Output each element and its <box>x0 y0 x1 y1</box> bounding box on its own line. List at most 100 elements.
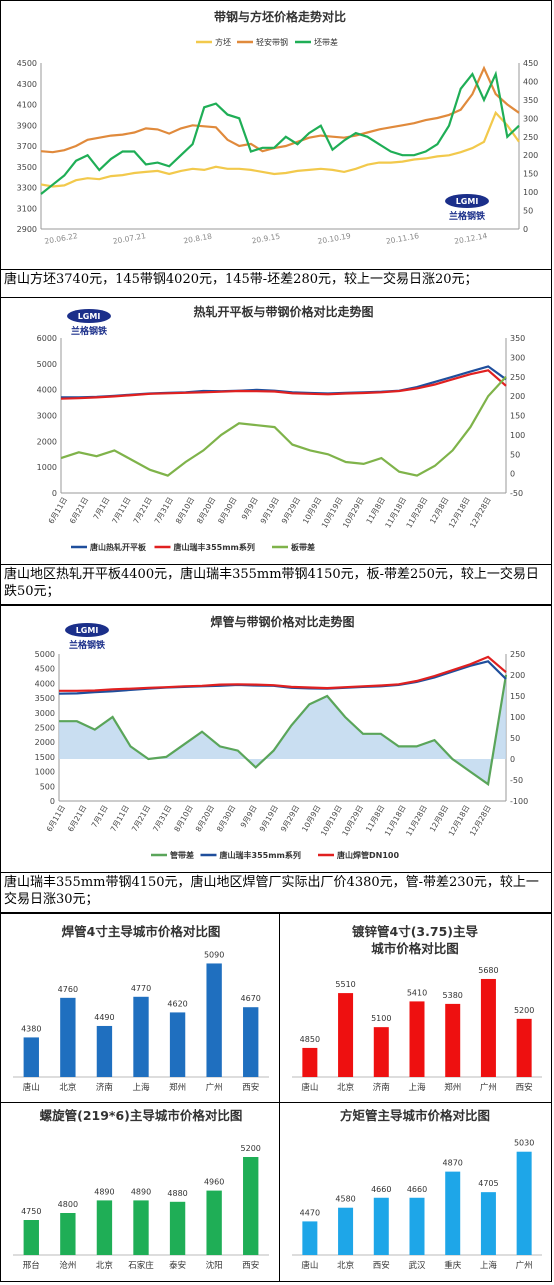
category-label: 沧州 <box>59 1260 76 1271</box>
category-label: 北京 <box>59 1082 76 1093</box>
x-tick: 8月10日 <box>172 804 194 834</box>
y-tick-right: 200 <box>523 151 538 160</box>
bar <box>96 1025 113 1077</box>
y-tick-left: 3900 <box>17 121 37 130</box>
y-tick-left: 1000 <box>37 463 57 472</box>
y-tick-left: 1000 <box>35 768 55 777</box>
data-label: 4670 <box>241 994 261 1003</box>
chart-title: 镀锌管4寸(3.75)主导 <box>352 924 478 939</box>
y-tick-left: 2000 <box>35 738 55 747</box>
x-tick: 9月29日 <box>280 496 302 526</box>
data-label: 5510 <box>335 980 355 989</box>
y-tick-right: 150 <box>510 412 525 421</box>
y-tick-left: 2900 <box>17 225 37 234</box>
x-tick: 10月9日 <box>301 496 323 526</box>
x-tick: 10月29日 <box>340 804 365 838</box>
bar <box>169 1201 186 1255</box>
chart-title: 螺旋管(219*6)主导城市价格对比图 <box>40 1108 243 1123</box>
bar-chart-galvanized-pipe: 镀锌管4寸(3.75)主导 城市价格对比图 4850 唐山 5510 北京 5100 济南 54… <box>279 913 552 1103</box>
category-label: 邢台 <box>23 1260 40 1271</box>
series-line-1 <box>59 674 508 787</box>
data-label: 4705 <box>478 1179 498 1188</box>
x-tick: 7月1日 <box>90 804 110 830</box>
data-label: 4850 <box>300 1035 320 1044</box>
x-tick: 8月20日 <box>195 496 217 526</box>
data-label: 5680 <box>478 966 498 975</box>
x-tick: 7月11日 <box>110 496 132 526</box>
bar <box>480 978 496 1077</box>
bar <box>445 1003 461 1077</box>
brand-logo: LGMI 兰格钢铁 <box>67 309 111 337</box>
category-label: 武汉 <box>408 1260 426 1271</box>
legend-label: 唐山热轧开平板 <box>90 542 147 552</box>
x-tick: 9月9日 <box>239 804 259 830</box>
y-tick-left: 3100 <box>17 204 37 213</box>
chart-title: 带钢与方坯价格走势对比 <box>214 9 346 24</box>
bar <box>206 1190 222 1255</box>
category-label: 唐山 <box>301 1082 318 1093</box>
x-tick: 8月30日 <box>216 496 238 526</box>
bar <box>243 1007 259 1077</box>
brand-logo: LGMI 兰格钢铁 <box>445 194 489 222</box>
bar <box>60 1213 76 1255</box>
y-tick-left: 3000 <box>35 709 55 718</box>
bar <box>302 1047 318 1077</box>
x-tick: 20.12.14 <box>454 231 489 246</box>
bar <box>302 1221 318 1255</box>
bar <box>516 1151 532 1255</box>
y-tick-right: 250 <box>523 133 538 142</box>
data-label: 5200 <box>241 1144 261 1153</box>
legend-label: 唐山焊管DN100 <box>337 850 399 860</box>
x-tick: 10月29日 <box>341 496 366 530</box>
y-tick-left: 5000 <box>37 360 57 369</box>
y-tick-right: -100 <box>510 797 528 806</box>
x-tick: 12月8日 <box>428 496 450 526</box>
bar <box>338 993 354 1077</box>
category-label: 上海 <box>480 1260 498 1271</box>
y-tick-right: 100 <box>510 431 525 440</box>
y-tick-left: 4500 <box>17 59 37 68</box>
x-tick: 20.06.22 <box>44 231 79 246</box>
legend-label: 管带差 <box>170 850 194 860</box>
y-tick-right: 50 <box>523 207 533 216</box>
series-line-2 <box>60 369 507 400</box>
y-tick-left: 5000 <box>35 650 55 659</box>
y-tick-right: 50 <box>510 450 520 459</box>
x-tick: 8月30日 <box>215 804 237 834</box>
y-tick-right: 200 <box>510 392 525 401</box>
category-label: 郑州 <box>444 1082 461 1093</box>
bar-chart-welded-pipe: 焊管4寸主导城市价格对比图 4380 唐山 4760 北京 4490 济南 4770 上海 462… <box>0 913 280 1103</box>
bar-chart-spiral-pipe: 螺旋管(219*6)主导城市价格对比图 4750 邢台 4800 沧州 4890 北京 489… <box>0 1102 280 1282</box>
data-label: 5380 <box>443 991 463 1000</box>
y-tick-right: 200 <box>510 671 525 680</box>
category-label: 西安 <box>242 1082 259 1093</box>
y-tick-left: 500 <box>40 782 55 791</box>
x-tick: 20.9.15 <box>251 232 281 246</box>
data-label: 5090 <box>204 950 224 959</box>
category-label: 北京 <box>96 1260 113 1271</box>
series-line-2 <box>40 65 520 154</box>
data-label: 4890 <box>94 1187 114 1196</box>
y-tick-right: 150 <box>510 692 525 701</box>
x-tick: 20.07.21 <box>112 231 147 246</box>
y-tick-left: 3300 <box>17 184 37 193</box>
category-label: 济南 <box>373 1082 390 1093</box>
bar <box>409 1197 425 1255</box>
caption-1: 唐山方坯3740元，145带钢4020元，145带-坯差280元，较上一交易日涨… <box>0 270 552 298</box>
x-tick: 12月28日 <box>468 804 493 838</box>
y-tick-right: 0 <box>510 470 515 479</box>
x-tick: 11月8日 <box>364 804 386 834</box>
bar <box>23 1037 39 1077</box>
data-label: 4380 <box>21 1024 41 1033</box>
y-tick-right: 250 <box>510 373 525 382</box>
data-label: 4660 <box>371 1185 391 1194</box>
legend-label: 唐山瑞丰355mm系列 <box>174 542 255 552</box>
legend: 管带差 唐山瑞丰355mm系列 唐山焊管DN100 <box>151 850 399 860</box>
y-tick-left: 4100 <box>17 101 37 110</box>
chart-title: 城市价格对比图 <box>371 941 459 956</box>
category-label: 广州 <box>516 1260 533 1271</box>
bar <box>516 1018 532 1077</box>
series-line-3 <box>40 70 520 195</box>
legend-label: 坯带差 <box>314 37 338 47</box>
y-tick-right: 300 <box>523 114 538 123</box>
